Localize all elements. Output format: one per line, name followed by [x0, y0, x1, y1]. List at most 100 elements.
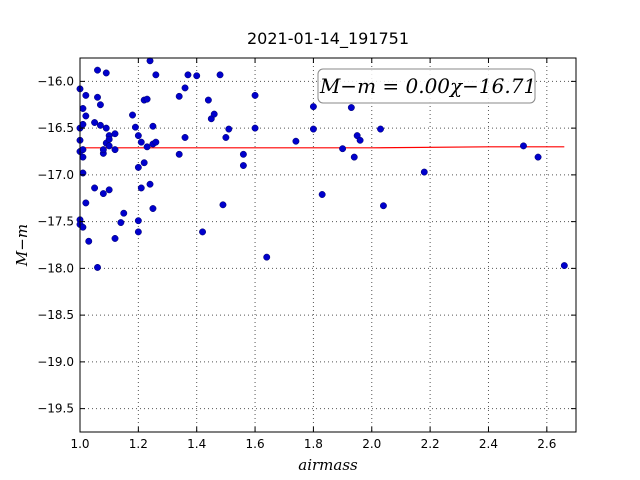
- y-tick-label: −16.0: [37, 74, 74, 88]
- data-point: [534, 153, 542, 161]
- y-tick-label: −19.0: [37, 355, 74, 369]
- data-point: [140, 159, 148, 167]
- data-point: [181, 134, 189, 141]
- fit-line-layer: [80, 146, 565, 149]
- data-point: [379, 202, 387, 210]
- data-point: [117, 219, 125, 227]
- data-point: [347, 104, 355, 112]
- fit-annotation: M−m = 0.00χ−16.71: [317, 68, 536, 104]
- data-point: [143, 95, 151, 103]
- axis-ticks: [79, 58, 576, 432]
- data-point: [85, 237, 93, 245]
- data-point: [263, 253, 271, 261]
- data-point: [216, 71, 224, 79]
- data-point: [134, 228, 142, 236]
- x-tick-label: 2.4: [479, 437, 498, 451]
- data-point: [356, 136, 364, 144]
- data-point: [181, 84, 189, 92]
- x-tick-label: 2.6: [537, 437, 556, 451]
- data-point: [79, 105, 87, 112]
- data-point: [251, 124, 259, 132]
- data-point: [102, 124, 110, 132]
- data-point: [309, 125, 317, 133]
- data-point: [91, 119, 99, 126]
- data-point: [105, 142, 113, 150]
- data-point: [82, 199, 90, 207]
- x-tick-label: 1.4: [187, 437, 206, 451]
- data-point: [239, 162, 247, 169]
- data-point: [146, 57, 154, 65]
- data-point: [111, 130, 119, 138]
- data-point: [91, 184, 99, 192]
- data-point: [99, 190, 107, 198]
- data-point: [131, 123, 139, 131]
- data-point: [96, 121, 104, 129]
- data-point: [82, 112, 90, 120]
- data-point: [120, 209, 128, 217]
- data-point: [225, 125, 233, 133]
- x-axis-label: airmass: [298, 456, 358, 474]
- data-point: [210, 110, 218, 118]
- data-point: [79, 120, 87, 128]
- data-point: [134, 132, 142, 140]
- data-point: [222, 134, 230, 141]
- data-point: [99, 146, 107, 154]
- data-point: [204, 96, 212, 104]
- data-point: [111, 235, 119, 242]
- data-point: [193, 72, 201, 80]
- data-point: [134, 163, 142, 171]
- data-point: [129, 111, 136, 119]
- data-point: [96, 101, 104, 109]
- data-point: [239, 150, 247, 158]
- x-tick-label: 1.0: [70, 437, 89, 451]
- data-point: [318, 191, 326, 198]
- annotation-box: [317, 68, 536, 104]
- data-point: [79, 146, 87, 154]
- y-tick-label: −18.0: [37, 261, 74, 275]
- data-point: [143, 143, 151, 151]
- grid: [80, 58, 576, 432]
- data-point: [111, 146, 119, 154]
- annotation-text: M−m = 0.00χ−16.71: [319, 74, 536, 98]
- x-tick-labels: 1.0 1.2 1.4 1.6 1.8 2.0 2.2 2.4 2.6: [70, 437, 556, 451]
- y-tick-label: −17.0: [37, 168, 74, 182]
- data-point: [199, 228, 206, 236]
- data-point: [79, 153, 87, 161]
- plot-frame: [79, 57, 577, 433]
- data-point: [94, 263, 101, 271]
- data-point: [105, 186, 113, 194]
- data-point: [102, 69, 110, 77]
- data-point: [520, 142, 527, 150]
- data-point: [184, 71, 192, 79]
- data-point: [152, 138, 160, 146]
- y-tick-label: −16.5: [37, 121, 74, 135]
- data-point: [339, 145, 347, 153]
- data-point: [175, 92, 183, 100]
- x-tick-label: 2.0: [362, 437, 381, 451]
- x-tick-label: 1.2: [129, 437, 148, 451]
- data-point: [94, 66, 101, 74]
- data-point: [560, 262, 568, 270]
- data-point: [152, 71, 160, 79]
- data-point: [420, 168, 428, 176]
- data-point: [105, 135, 113, 143]
- data-point: [134, 217, 142, 225]
- data-point: [377, 125, 384, 133]
- data-point: [146, 180, 154, 188]
- data-point: [292, 137, 300, 145]
- data-point: [175, 150, 183, 158]
- x-tick-label: 1.6: [246, 437, 265, 451]
- data-point: [149, 205, 157, 212]
- y-tick-label: −18.5: [37, 308, 74, 322]
- data-point: [82, 91, 90, 99]
- y-tick-label: −17.5: [37, 215, 74, 229]
- scatter-points: [76, 57, 568, 271]
- data-point: [137, 138, 145, 146]
- y-tick-label: −19.5: [37, 402, 74, 416]
- x-tick-label: 2.2: [421, 437, 440, 451]
- y-tick-labels: −16.0 −16.5 −17.0 −17.5 −18.0 −18.5 −19.0 −19.5: [37, 74, 74, 415]
- x-tick-label: 1.8: [304, 437, 323, 451]
- data-point: [149, 122, 157, 130]
- data-point: [350, 153, 358, 161]
